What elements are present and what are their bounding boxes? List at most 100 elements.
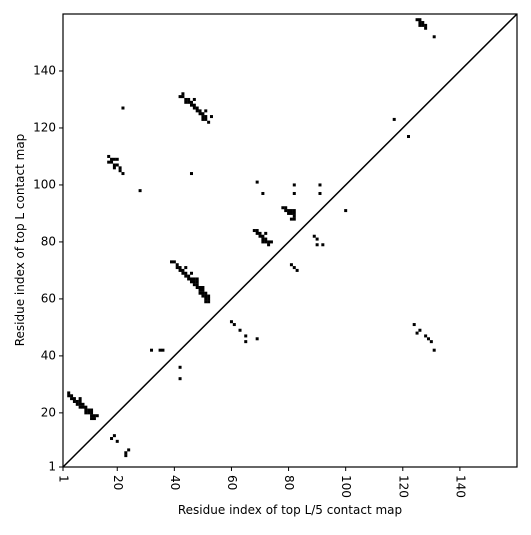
contact-point (204, 109, 208, 113)
x-tick-label: 100 (339, 475, 353, 498)
contact-point (201, 115, 205, 119)
contact-point (344, 209, 348, 213)
contact-point (261, 240, 265, 244)
contact-point (289, 209, 293, 213)
diagonal-line (62, 13, 518, 468)
contact-point (187, 274, 191, 278)
contact-point (201, 117, 205, 121)
contact-point (70, 397, 74, 401)
contact-point (201, 294, 205, 298)
contact-point (195, 109, 199, 113)
contact-point (112, 166, 116, 170)
contact-point (78, 402, 82, 406)
contact-point (175, 266, 179, 270)
contact-point (406, 135, 410, 139)
contact-point (90, 411, 94, 415)
contact-point (292, 214, 296, 218)
contact-point (292, 191, 296, 195)
contact-point (118, 169, 122, 173)
contact-point (415, 18, 419, 22)
x-tick-label: 20 (111, 475, 125, 490)
contact-point (238, 328, 242, 332)
contact-point (110, 157, 114, 161)
contact-point (255, 337, 259, 341)
contact-point (107, 154, 111, 158)
contact-point (258, 234, 262, 238)
contact-point (201, 288, 205, 292)
contact-point (261, 237, 265, 241)
contact-point (189, 103, 193, 107)
contact-point (161, 348, 165, 352)
contact-point (255, 229, 259, 233)
contact-point (421, 21, 425, 25)
contact-point (187, 97, 191, 101)
contact-point (261, 234, 265, 238)
plot-frame (62, 13, 518, 468)
y-tick-label: 140 (33, 63, 56, 77)
contact-point (67, 391, 71, 395)
contact-point (121, 106, 125, 110)
contact-point (189, 280, 193, 284)
contact-point (192, 103, 196, 107)
contact-point (207, 300, 211, 304)
y-tick-label: 40 (41, 348, 56, 362)
contact-point (195, 277, 199, 281)
contact-point (432, 348, 436, 352)
contact-point (110, 160, 114, 164)
contact-point (84, 408, 88, 412)
contact-point (421, 23, 425, 27)
contact-point (244, 340, 248, 344)
contact-point (78, 399, 82, 403)
contact-point (189, 271, 193, 275)
contact-point (170, 260, 174, 264)
contact-point (187, 100, 191, 104)
contact-point (429, 340, 433, 344)
contact-point (204, 291, 208, 295)
contact-point (284, 209, 288, 213)
x-tick-label: 120 (396, 475, 410, 498)
x-tick-label: 40 (168, 475, 182, 490)
contact-point (424, 334, 428, 338)
y-tick-label: 20 (41, 405, 56, 419)
contact-point (204, 117, 208, 121)
contact-point (84, 411, 88, 415)
contact-point (181, 95, 185, 99)
contact-point (281, 206, 285, 210)
contact-point (198, 109, 202, 113)
contact-point (318, 191, 322, 195)
contact-point (115, 439, 119, 443)
contact-point (107, 160, 111, 164)
y-tick-label: 80 (41, 234, 56, 248)
contact-point (81, 405, 85, 409)
y-tick-label: 1 (48, 460, 56, 474)
contact-point (207, 297, 211, 301)
contact-point (184, 271, 188, 275)
contact-point (264, 240, 268, 244)
contact-point (181, 92, 185, 96)
contact-point (189, 172, 193, 176)
contact-point (201, 286, 205, 290)
contact-point (178, 268, 182, 272)
contact-point (72, 397, 76, 401)
contact-point (264, 231, 268, 235)
contact-point (201, 291, 205, 295)
contact-point (178, 95, 182, 99)
contact-point (207, 120, 211, 124)
y-axis-label: Residue index of top L contact map (13, 134, 27, 347)
contact-point (95, 414, 99, 418)
contact-point (192, 283, 196, 287)
contact-point (124, 451, 128, 455)
contact-point (70, 394, 74, 398)
contact-point (209, 115, 213, 119)
contact-point (175, 263, 179, 267)
contact-point (87, 411, 91, 415)
contact-point (315, 243, 319, 247)
contact-point (84, 405, 88, 409)
contact-point (392, 117, 396, 121)
x-tick-label: 80 (282, 475, 296, 490)
contact-point (115, 163, 119, 167)
contact-point (255, 231, 259, 235)
contact-point (81, 402, 85, 406)
contact-point (184, 97, 188, 101)
contact-point (138, 189, 142, 193)
